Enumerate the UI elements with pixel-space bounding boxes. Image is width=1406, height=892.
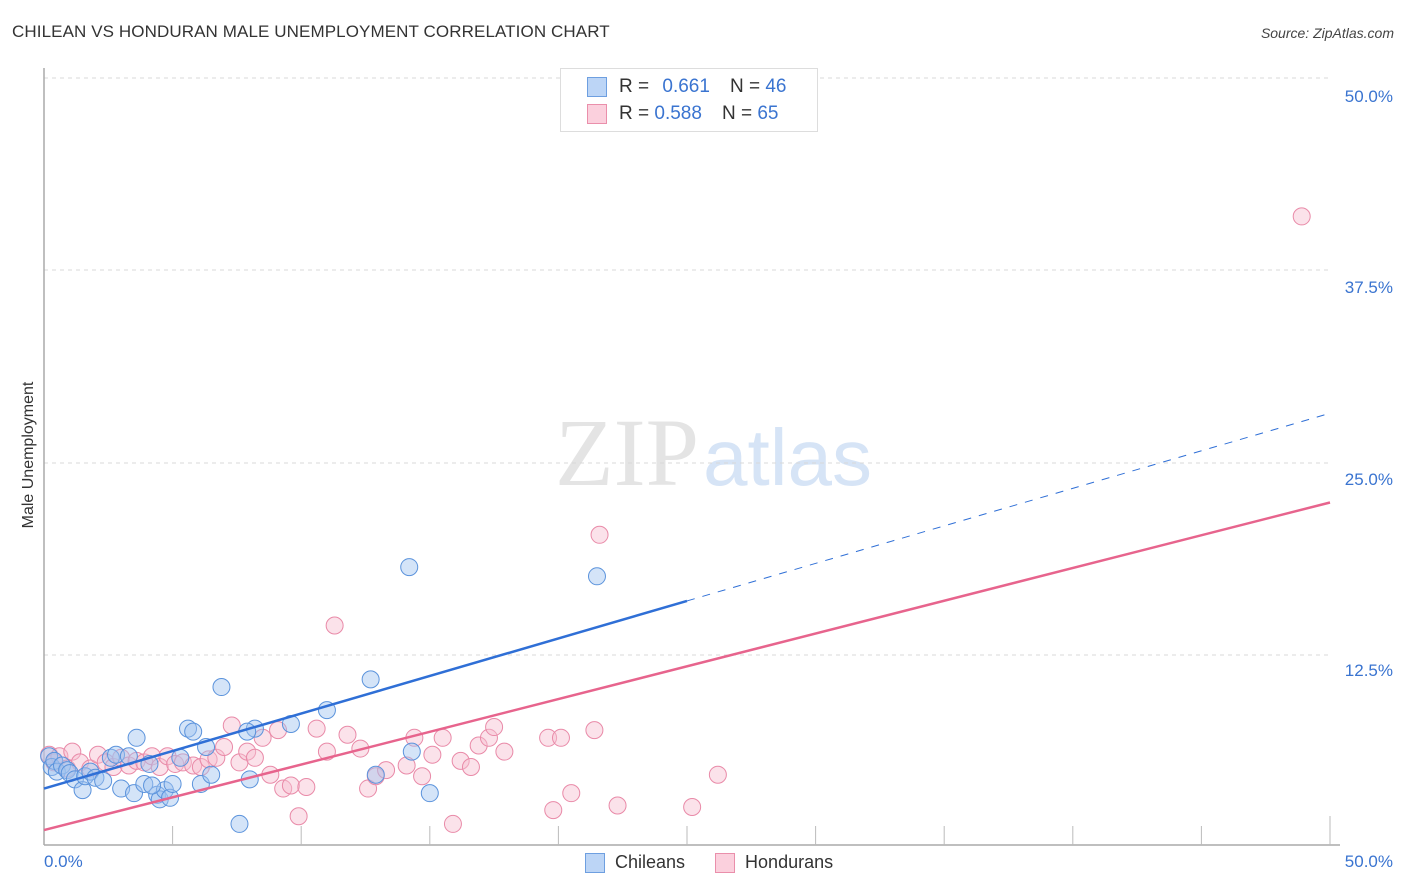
honduran-point bbox=[485, 718, 504, 737]
honduran-point bbox=[708, 765, 727, 784]
legend-label: Hondurans bbox=[745, 852, 834, 872]
chilean-trend-extrapolation bbox=[686, 412, 1331, 602]
n-label: N = bbox=[729, 76, 761, 97]
chilean-point bbox=[202, 765, 221, 784]
honduran-point bbox=[413, 767, 432, 786]
chilean-point bbox=[94, 771, 113, 790]
honduran-point bbox=[461, 758, 480, 777]
legend-item-chileans[interactable]: Chileans bbox=[585, 852, 685, 873]
r-label: R = bbox=[619, 76, 650, 97]
n-value: 65 bbox=[757, 103, 779, 124]
x-tick-50: 50.0% bbox=[1344, 852, 1393, 871]
n-value: 46 bbox=[765, 76, 787, 97]
chilean-point bbox=[135, 774, 154, 793]
chilean-point bbox=[587, 567, 606, 586]
y-axis-label: Male Unemployment bbox=[20, 381, 37, 529]
chilean-point bbox=[107, 745, 126, 764]
honduran-point bbox=[495, 742, 514, 761]
chilean-point bbox=[230, 814, 249, 833]
chilean-point bbox=[171, 748, 190, 767]
honduran-point bbox=[215, 738, 234, 757]
series-legend: Chileans Hondurans bbox=[585, 852, 863, 873]
honduran-point bbox=[281, 776, 300, 795]
chilean-point bbox=[420, 784, 439, 803]
honduran-point bbox=[544, 801, 563, 820]
honduran-point bbox=[451, 751, 470, 770]
correlation-legend: R = 0.661 N = 46 R = 0.588 N = 65 bbox=[560, 68, 818, 132]
legend-row-hondurans: R = 0.588 N = 65 bbox=[587, 102, 778, 126]
honduran-point bbox=[245, 748, 264, 767]
honduran-point bbox=[608, 796, 627, 815]
chilean-point bbox=[400, 558, 419, 577]
hondurans-swatch bbox=[587, 104, 607, 124]
n-label: N = bbox=[721, 103, 753, 124]
data-points bbox=[40, 207, 1311, 833]
honduran-trend-line bbox=[43, 501, 1331, 832]
chilean-point bbox=[58, 761, 77, 780]
chilean-point bbox=[163, 774, 182, 793]
honduran-point bbox=[338, 725, 357, 744]
honduran-point bbox=[307, 719, 326, 738]
gridlines bbox=[44, 77, 1330, 656]
honduran-point bbox=[433, 728, 452, 747]
honduran-point bbox=[562, 784, 581, 803]
honduran-point bbox=[479, 728, 498, 747]
chilean-point bbox=[184, 722, 203, 741]
source-attribution: Source: ZipAtlas.com bbox=[1260, 25, 1394, 41]
hondurans-swatch bbox=[715, 852, 736, 873]
r-label: R = bbox=[619, 103, 650, 124]
chilean-point bbox=[212, 678, 231, 697]
watermark-atlas: atlas bbox=[703, 413, 872, 502]
honduran-point bbox=[469, 736, 488, 755]
honduran-point bbox=[397, 756, 416, 775]
r-value: 0.661 bbox=[662, 76, 710, 97]
chart-title: CHILEAN VS HONDURAN MALE UNEMPLOYMENT CO… bbox=[12, 22, 610, 41]
honduran-point bbox=[585, 721, 604, 740]
chilean-point bbox=[402, 742, 421, 761]
chileans-swatch bbox=[585, 852, 605, 873]
honduran-point bbox=[551, 728, 570, 747]
chilean-point bbox=[179, 719, 198, 738]
honduran-point bbox=[297, 778, 316, 797]
y-tick-37-5: 37.5% bbox=[1344, 278, 1393, 297]
chileans-swatch bbox=[587, 77, 607, 97]
y-tick-25: 25.0% bbox=[1344, 470, 1393, 489]
honduran-point bbox=[683, 798, 702, 817]
chilean-point bbox=[125, 784, 144, 803]
chilean-trend-line bbox=[43, 599, 688, 790]
zipatlas-watermark: ZIPatlas bbox=[555, 405, 872, 506]
honduran-point bbox=[253, 728, 272, 747]
chilean-point bbox=[366, 765, 385, 784]
watermark-zip: ZIP bbox=[555, 399, 699, 506]
chilean-point bbox=[143, 776, 162, 795]
chilean-point bbox=[101, 748, 120, 767]
legend-label: Chileans bbox=[615, 852, 686, 872]
y-tick-50: 50.0% bbox=[1344, 87, 1393, 106]
honduran-point bbox=[173, 753, 192, 772]
trend-lines bbox=[43, 412, 1331, 832]
honduran-point bbox=[325, 616, 344, 635]
honduran-point bbox=[289, 807, 308, 826]
r-value: 0.588 bbox=[654, 103, 702, 124]
x-tick-0: 0.0% bbox=[44, 852, 83, 871]
legend-row-chileans: R = 0.661 N = 46 bbox=[587, 75, 786, 99]
axes bbox=[43, 68, 1340, 846]
honduran-point bbox=[443, 814, 462, 833]
honduran-point bbox=[423, 745, 442, 764]
chilean-point bbox=[361, 670, 380, 689]
honduran-point bbox=[377, 761, 396, 780]
honduran-point bbox=[590, 525, 609, 544]
legend-item-hondurans[interactable]: Hondurans bbox=[715, 852, 833, 873]
honduran-point bbox=[539, 728, 558, 747]
chilean-point bbox=[127, 728, 146, 747]
honduran-point bbox=[1292, 207, 1311, 226]
y-tick-12-5: 12.5% bbox=[1344, 661, 1393, 680]
chilean-point bbox=[73, 781, 92, 800]
